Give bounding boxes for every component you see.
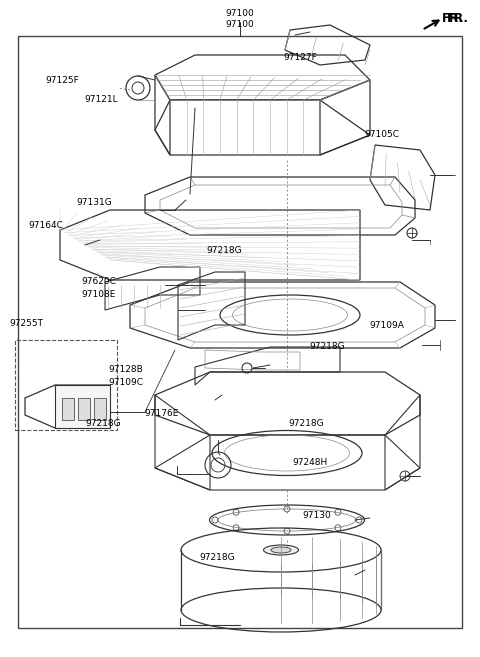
Text: 97100: 97100	[226, 9, 254, 18]
Text: 97248H: 97248H	[293, 458, 328, 467]
Text: 97109C: 97109C	[108, 378, 143, 387]
Text: 97100: 97100	[226, 20, 254, 29]
Text: 97176E: 97176E	[144, 409, 179, 419]
Text: 97131G: 97131G	[77, 198, 112, 207]
Text: 97218G: 97218G	[310, 342, 345, 351]
Text: FR.: FR.	[447, 12, 469, 24]
Bar	[94, 398, 106, 420]
Text: FR.: FR.	[442, 12, 464, 25]
Text: 97255T: 97255T	[10, 319, 44, 328]
Text: 97130: 97130	[302, 511, 331, 520]
Text: 97108E: 97108E	[82, 290, 116, 300]
Text: 97218G: 97218G	[85, 419, 121, 428]
Ellipse shape	[271, 547, 291, 553]
Bar	[62, 398, 74, 420]
Text: 97128B: 97128B	[108, 365, 143, 374]
Text: 97620C: 97620C	[82, 277, 117, 286]
Text: 97218G: 97218G	[288, 419, 324, 428]
Text: 97121L: 97121L	[84, 95, 118, 104]
Text: 97105C: 97105C	[365, 130, 400, 139]
Bar	[15, 340, 117, 430]
Bar	[78, 398, 90, 420]
Text: 97218G: 97218G	[206, 246, 242, 256]
Text: 97218G: 97218G	[200, 553, 235, 562]
Text: 97125F: 97125F	[46, 76, 79, 85]
Text: 97164C: 97164C	[29, 221, 64, 230]
Text: 97127F: 97127F	[283, 53, 317, 62]
Polygon shape	[55, 385, 110, 428]
Ellipse shape	[264, 545, 299, 555]
Text: 97109A: 97109A	[370, 321, 405, 330]
